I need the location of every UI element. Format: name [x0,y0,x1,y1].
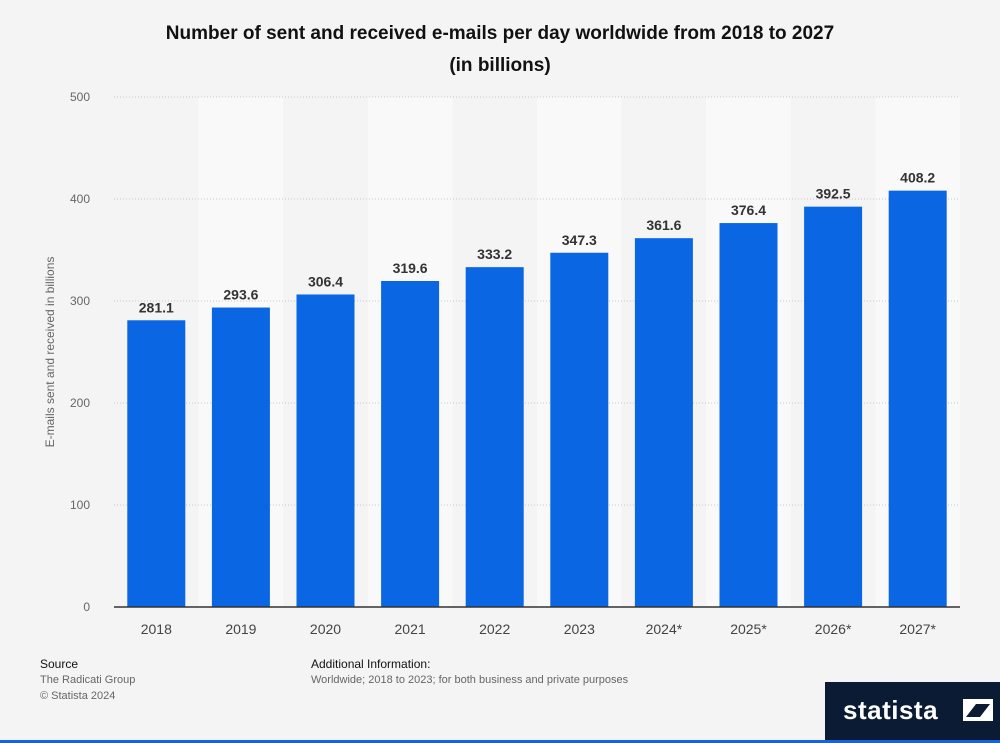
statista-wordmark: statista [843,695,939,725]
bar-value-label: 306.4 [308,273,343,289]
y-tick-label: 500 [70,90,90,104]
bar [888,190,947,608]
x-tick-label: 2024* [646,621,683,637]
bar-value-label: 392.5 [816,186,851,202]
bar [634,238,693,607]
additional-info-block: Additional Information: Worldwide; 2018 … [311,656,628,688]
x-tick-label: 2018 [141,621,172,637]
bar-value-label: 333.2 [477,246,512,262]
bar-chart: 0 100 200 300 400 500 E-mails sent and receive… [43,90,960,637]
bar-value-label: 347.3 [562,232,597,248]
statista-brand[interactable]: statista [825,682,1000,740]
x-tick-label: 2019 [225,621,256,637]
bar [465,267,524,607]
y-tick-label: 100 [70,498,90,512]
bar [719,223,778,607]
source-block: Source The Radicati Group © Statista 202… [40,656,135,704]
additional-info-value: Worldwide; 2018 to 2023; for both busine… [311,674,629,686]
x-tick-label: 2020 [310,621,341,637]
statista-logo-icon [963,699,993,721]
copyright: © Statista 2024 [40,690,116,702]
bar-value-label: 319.6 [393,260,428,276]
x-tick-label: 2022 [479,621,510,637]
y-tick-label: 400 [70,192,90,206]
x-tick-label: 2027* [899,621,936,637]
chart-title-line-2: (in billions) [449,55,551,76]
bar [211,307,270,607]
bar-value-label: 408.2 [900,170,935,186]
bar-value-label: 361.6 [646,217,681,233]
x-tick-label: 2026* [815,621,852,637]
source-label: Source [40,657,79,671]
y-tick-label: 300 [70,294,90,308]
x-tick-label: 2023 [564,621,595,637]
bottom-accent-line [0,740,1000,743]
bar-value-label: 281.1 [139,299,174,315]
y-tick-label: 200 [70,396,90,410]
bar-value-label: 376.4 [731,202,766,218]
x-tick-label: 2025* [730,621,767,637]
y-tick-label: 0 [83,600,90,614]
additional-info-label: Additional Information: [311,657,431,671]
bar [127,320,186,607]
bar [381,281,440,607]
y-axis-title: E-mails sent and received in billions [43,257,57,448]
bar [296,294,355,607]
bar-value-label: 293.6 [223,287,258,303]
bar [550,252,609,607]
source-value: The Radicati Group [40,674,136,686]
chart-title: Number of sent and received e-mails per … [0,18,1000,82]
bar [804,206,863,607]
x-tick-label: 2021 [395,621,426,637]
chart-title-line-1: Number of sent and received e-mails per … [165,23,835,44]
